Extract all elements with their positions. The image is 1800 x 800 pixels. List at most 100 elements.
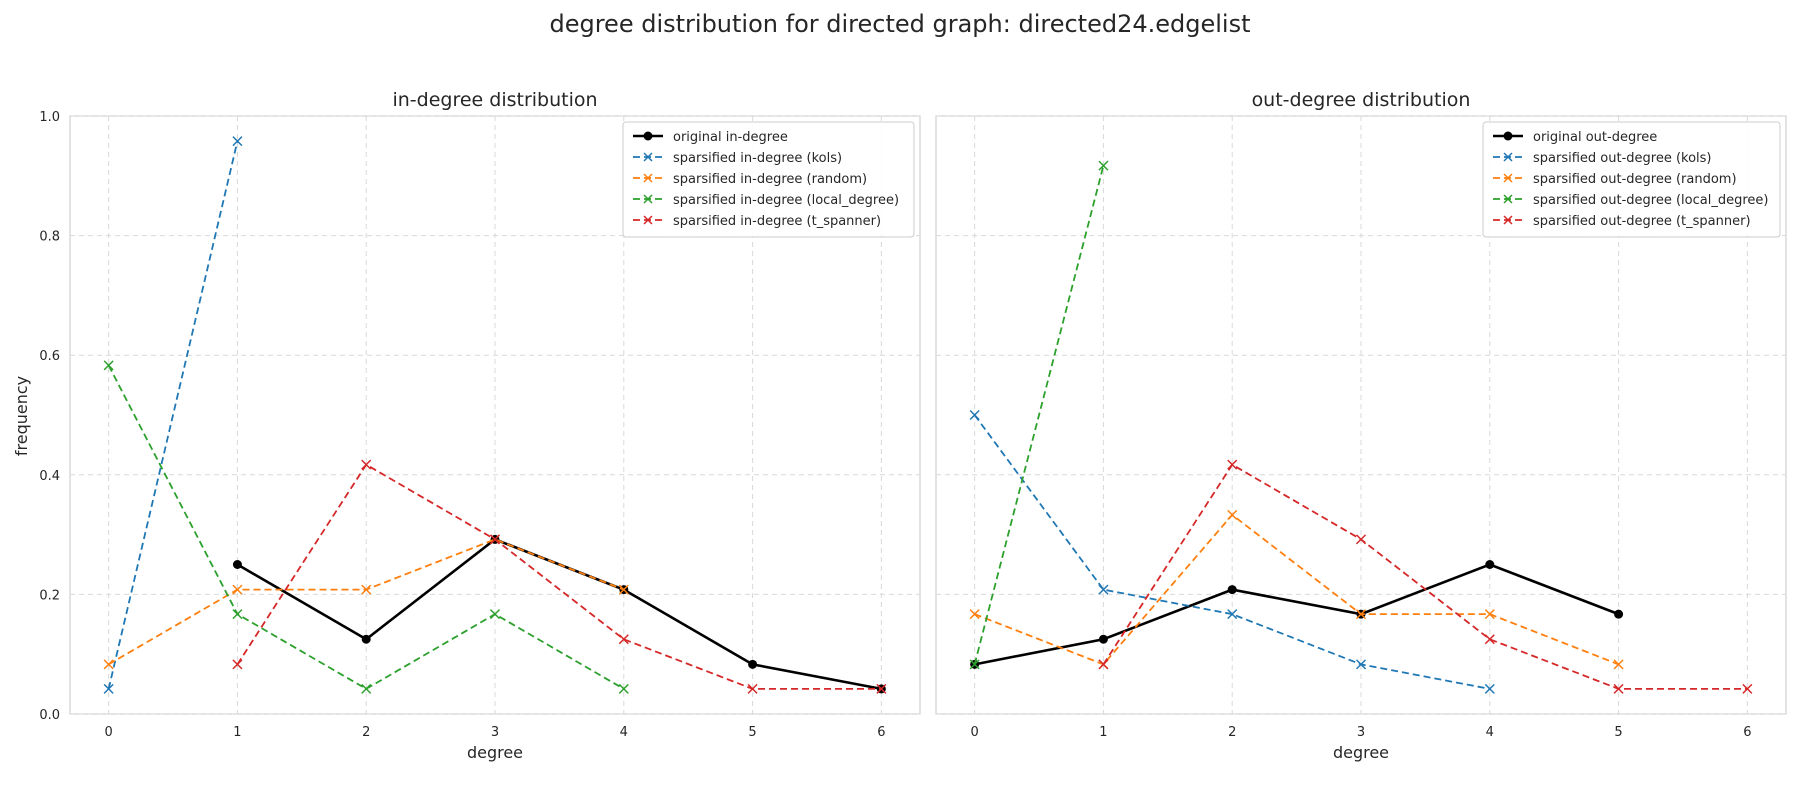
- data-point: [969, 659, 980, 670]
- series-4: [969, 160, 1109, 670]
- data-point: [1484, 634, 1495, 645]
- data-point: [1613, 683, 1624, 694]
- y-tick-label: 0.2: [39, 588, 60, 603]
- legend-label: sparsified out-degree (random): [1533, 172, 1737, 187]
- legend-box: [622, 121, 915, 238]
- x-tick-label: 0: [970, 725, 978, 740]
- data-point: [1098, 634, 1108, 644]
- data-point: [1098, 160, 1109, 171]
- legend-box: [1482, 121, 1781, 238]
- y-tick-label: 0.0: [39, 708, 60, 723]
- data-point: [103, 659, 114, 670]
- chart-panel-2: 0 1 2 3 4 5 6 out-degree distribution degree orig…: [935, 89, 1787, 762]
- x-tick-label: 3: [491, 725, 499, 740]
- legend-label: original in-degree: [673, 130, 788, 145]
- data-point: [747, 683, 758, 694]
- legend-label: sparsified in-degree (kols): [673, 151, 842, 166]
- legend-marker: [1503, 173, 1513, 183]
- data-point: [232, 136, 243, 147]
- legend-marker: [1503, 131, 1513, 141]
- data-point: [1613, 659, 1624, 670]
- series-2: [103, 136, 243, 694]
- data-point: [1227, 459, 1238, 470]
- legend-label: sparsified out-degree (local_degree): [1533, 193, 1768, 208]
- data-point: [489, 609, 501, 620]
- data-point: [969, 409, 980, 421]
- legend-marker: [643, 131, 653, 141]
- legend: original in-degree sparsified in-degree (…: [622, 121, 915, 238]
- data-point: [1227, 609, 1238, 620]
- data-point: [618, 584, 629, 595]
- legend-label: sparsified in-degree (random): [673, 172, 867, 187]
- x-tick-label: 3: [1357, 725, 1365, 740]
- y-tick-label: 1.0: [39, 110, 60, 125]
- data-point: [1227, 509, 1238, 520]
- data-point: [232, 609, 243, 620]
- series-line: [974, 513, 1619, 666]
- panel-title: in-degree distribution: [392, 89, 597, 111]
- figure-title: degree distribution for directed graph: …: [549, 10, 1251, 38]
- x-tick-label: 5: [1614, 725, 1622, 740]
- data-point: [876, 683, 887, 694]
- y-tick-label: 0.6: [39, 349, 60, 364]
- series-line: [973, 414, 1490, 690]
- series-4: [103, 360, 629, 694]
- legend-label: sparsified out-degree (t_spanner): [1533, 214, 1751, 229]
- shared-y-axis-label: frequency: [12, 376, 31, 456]
- chart-panel-1: 0 1 2 3 4 5 6 0.0 0.2 0.4 0.6 0.8 1.0 in-degree distr…: [39, 89, 921, 762]
- data-point: [489, 534, 501, 545]
- data-point: [1355, 659, 1367, 670]
- x-tick-label: 2: [1228, 725, 1236, 740]
- legend-marker: [643, 152, 653, 162]
- data-point: [1227, 585, 1237, 595]
- legend: original out-degree sparsified out-degree…: [1482, 121, 1781, 238]
- series-5: [232, 459, 887, 694]
- data-point: [232, 584, 243, 595]
- legend-label: sparsified in-degree (t_spanner): [673, 214, 881, 229]
- data-point: [1614, 609, 1624, 619]
- legend-label: original out-degree: [1533, 130, 1657, 145]
- legend-marker: [1503, 215, 1513, 225]
- series-line: [973, 165, 1105, 665]
- series-line: [1102, 463, 1748, 690]
- x-tick-label: 4: [620, 725, 628, 740]
- legend-label: sparsified out-degree (kols): [1533, 151, 1712, 166]
- series-line: [236, 463, 882, 690]
- x-axis-label: degree: [1333, 743, 1389, 762]
- panel-title: out-degree distribution: [1252, 89, 1471, 111]
- data-point: [103, 683, 114, 694]
- legend-marker: [643, 215, 653, 225]
- data-point: [618, 634, 629, 645]
- data-point: [232, 659, 243, 670]
- series-line: [974, 563, 1620, 666]
- data-point: [1355, 534, 1367, 545]
- data-point: [103, 360, 114, 371]
- data-point: [1098, 659, 1109, 670]
- series-line: [107, 140, 239, 690]
- data-point: [1098, 584, 1109, 595]
- y-tick-label: 0.8: [39, 230, 60, 245]
- x-axis-label: degree: [467, 743, 523, 762]
- data-point: [361, 634, 371, 644]
- x-tick-label: 4: [1486, 725, 1494, 740]
- y-tick-label: 0.4: [39, 469, 60, 484]
- data-point: [618, 683, 629, 694]
- data-point: [1484, 609, 1495, 620]
- legend-marker: [643, 173, 653, 183]
- data-point: [1742, 683, 1753, 694]
- x-tick-label: 0: [104, 725, 112, 740]
- series-2: [969, 409, 1495, 694]
- series-5: [1098, 459, 1753, 694]
- x-tick-label: 6: [877, 725, 885, 740]
- legend-marker: [1503, 194, 1513, 204]
- x-tick-label: 6: [1743, 725, 1751, 740]
- x-tick-label: 5: [748, 725, 756, 740]
- data-point: [361, 683, 372, 694]
- legend-marker: [643, 194, 653, 204]
- x-tick-label: 1: [1099, 725, 1107, 740]
- data-point: [232, 560, 242, 569]
- data-point: [1484, 683, 1495, 694]
- x-tick-label: 2: [362, 725, 370, 740]
